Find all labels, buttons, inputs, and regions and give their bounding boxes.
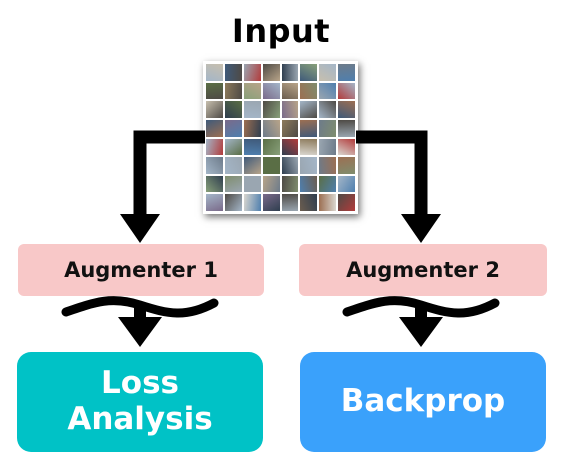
image-thumbnail	[262, 101, 280, 118]
image-thumbnail	[338, 175, 355, 193]
image-thumbnail	[224, 119, 242, 137]
image-thumbnail	[243, 101, 261, 118]
image-thumbnail	[338, 119, 355, 137]
wave-arrow-augmenter-2-to-backprop	[342, 296, 500, 347]
image-thumbnail	[206, 157, 223, 174]
image-thumbnail	[243, 194, 261, 211]
backprop-label: Backprop	[340, 383, 506, 420]
image-thumbnail	[281, 64, 299, 81]
image-thumbnail	[262, 157, 280, 174]
augmenter-1-box: Augmenter 1	[18, 244, 264, 296]
image-thumbnail	[243, 138, 261, 156]
image-thumbnail	[206, 82, 223, 100]
image-thumbnail	[224, 64, 242, 81]
image-thumbnail	[206, 138, 223, 156]
image-thumbnail	[262, 64, 280, 81]
image-thumbnail	[206, 101, 223, 118]
image-thumbnail	[243, 64, 261, 81]
image-thumbnail	[300, 175, 318, 193]
image-thumbnail	[281, 119, 299, 137]
image-thumbnail	[243, 157, 261, 174]
augmenter-2-box: Augmenter 2	[299, 244, 547, 296]
image-thumbnail	[300, 194, 318, 211]
image-thumbnail	[224, 175, 242, 193]
image-thumbnail	[319, 157, 337, 174]
wave-arrow-augmenter-1-to-loss	[61, 296, 219, 347]
image-thumbnail	[262, 82, 280, 100]
image-thumbnail	[338, 64, 355, 81]
image-thumbnail	[338, 82, 355, 100]
image-thumbnail	[319, 194, 337, 211]
image-thumbnail	[319, 119, 337, 137]
arrow-input-to-augmenter-1	[120, 130, 205, 243]
image-thumbnail	[319, 64, 337, 81]
image-thumbnail	[281, 138, 299, 156]
image-thumbnail	[281, 82, 299, 100]
image-thumbnail	[243, 82, 261, 100]
image-thumbnail	[281, 175, 299, 193]
input-image-grid	[203, 61, 358, 214]
image-thumbnail	[300, 82, 318, 100]
augmenter-2-label: Augmenter 2	[346, 258, 500, 282]
loss-analysis-label-line-2: Analysis	[67, 401, 213, 437]
image-thumbnail	[338, 101, 355, 118]
image-thumbnail	[206, 194, 223, 211]
image-thumbnail	[262, 138, 280, 156]
image-thumbnail	[338, 157, 355, 174]
image-thumbnail	[224, 82, 242, 100]
image-thumbnail	[281, 194, 299, 211]
image-thumbnail	[224, 194, 242, 211]
image-thumbnail	[300, 101, 318, 118]
image-thumbnail	[206, 175, 223, 193]
backprop-box: Backprop	[300, 352, 546, 452]
loss-analysis-label-line-1: Loss	[101, 365, 179, 402]
image-thumbnail	[300, 119, 318, 137]
image-thumbnail	[319, 82, 337, 100]
arrow-input-to-augmenter-2	[356, 130, 441, 243]
image-thumbnail	[262, 194, 280, 211]
image-thumbnail	[300, 138, 318, 156]
image-thumbnail	[338, 138, 355, 156]
image-thumbnail	[319, 175, 337, 193]
image-thumbnail	[224, 101, 242, 118]
image-thumbnail	[281, 101, 299, 118]
image-thumbnail	[206, 64, 223, 81]
augmenter-1-label: Augmenter 1	[64, 258, 218, 282]
image-thumbnail	[224, 157, 242, 174]
loss-analysis-box: Loss Analysis	[17, 352, 263, 452]
image-thumbnail	[300, 64, 318, 81]
image-thumbnail	[281, 157, 299, 174]
image-thumbnail	[338, 194, 355, 211]
image-thumbnail	[206, 119, 223, 137]
image-thumbnail	[319, 138, 337, 156]
image-thumbnail	[262, 175, 280, 193]
image-thumbnail	[243, 175, 261, 193]
image-thumbnail	[262, 119, 280, 137]
image-thumbnail	[300, 157, 318, 174]
input-title: Input	[231, 12, 331, 50]
image-thumbnail	[243, 119, 261, 137]
image-thumbnail	[319, 101, 337, 118]
image-thumbnail	[224, 138, 242, 156]
